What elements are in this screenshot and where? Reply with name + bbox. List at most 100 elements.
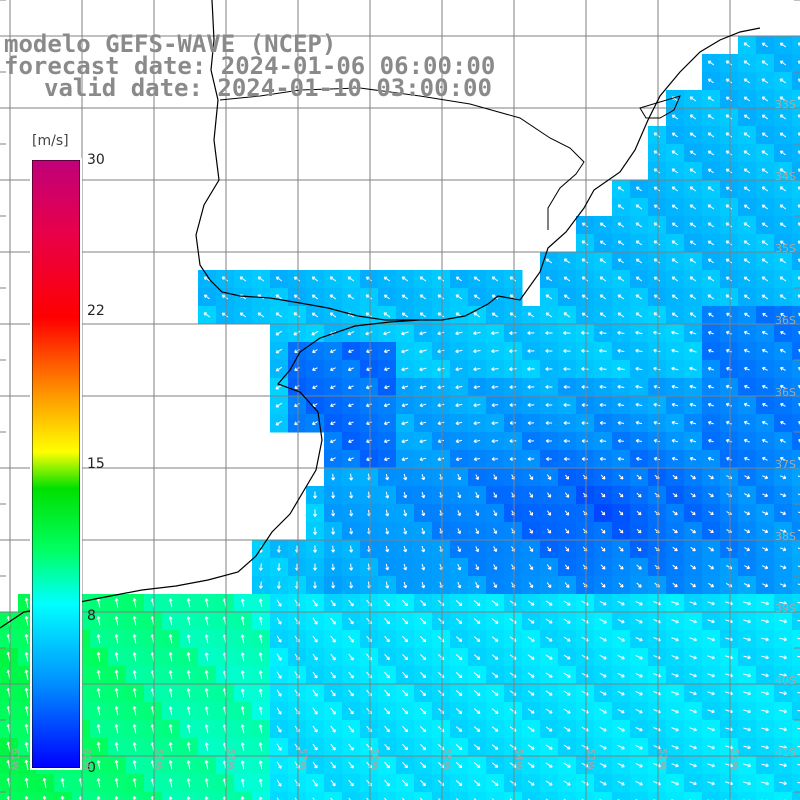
wind-arrow <box>312 385 318 389</box>
wind-arrow <box>564 510 570 516</box>
wind-arrow <box>348 599 354 607</box>
wind-arrow <box>743 258 751 264</box>
wind-cell <box>792 612 800 631</box>
wind-arrow <box>349 545 354 553</box>
wind-arrow <box>708 438 714 443</box>
wind-arrow <box>743 150 751 156</box>
wind-arrow <box>347 294 355 300</box>
wind-arrow <box>743 60 751 66</box>
wind-arrow <box>618 582 624 588</box>
wind-arrow <box>419 725 427 733</box>
wind-arrow <box>743 745 751 750</box>
wind-arrow <box>240 724 245 734</box>
wind-arrow <box>437 439 445 444</box>
wind-arrow <box>384 457 390 462</box>
wind-arrow <box>780 403 786 407</box>
wind-arrow <box>204 688 209 698</box>
wind-arrow <box>349 473 354 481</box>
wind-arrow <box>689 276 697 282</box>
wind-arrow <box>779 456 786 461</box>
wind-arrow <box>725 150 733 156</box>
wind-arrow <box>707 294 715 300</box>
wind-arrow <box>689 168 697 174</box>
wind-arrow <box>689 132 697 138</box>
wind-arrow <box>329 276 337 282</box>
wind-arrow <box>276 743 282 751</box>
lat-label: 40S <box>775 674 796 687</box>
wind-arrow <box>186 706 191 716</box>
wind-cell <box>792 36 800 55</box>
wind-arrow <box>491 654 499 660</box>
wind-arrow <box>331 473 336 481</box>
wind-arrow <box>672 582 678 588</box>
wind-arrow <box>527 654 535 660</box>
colorbar-tick-0: 0 <box>87 760 96 776</box>
wind-arrow <box>348 653 354 661</box>
wind-arrow <box>240 670 245 680</box>
wind-cell <box>792 216 800 235</box>
wind-arrow <box>761 601 770 606</box>
wind-arrow <box>563 600 571 606</box>
wind-arrow <box>186 598 191 608</box>
wind-arrow <box>258 670 263 680</box>
wind-arrow <box>546 474 552 480</box>
wind-arrow <box>421 545 426 553</box>
wind-arrow <box>671 420 679 425</box>
wind-arrow <box>493 510 498 517</box>
wind-arrow <box>617 366 625 371</box>
wind-arrow <box>599 690 607 696</box>
wind-arrow <box>599 240 606 246</box>
wind-arrow <box>564 492 570 498</box>
wind-arrow <box>204 760 209 770</box>
wind-arrow <box>563 672 571 678</box>
wind-arrow <box>797 745 800 748</box>
wind-arrow <box>671 673 679 678</box>
wind-arrow <box>347 385 354 390</box>
wind-arrow <box>312 725 318 733</box>
wind-arrow <box>761 655 769 660</box>
wind-arrow <box>60 778 65 788</box>
wind-arrow <box>527 636 535 642</box>
wind-arrow <box>672 546 678 552</box>
wind-arrow <box>743 96 751 102</box>
wind-arrow <box>744 565 751 570</box>
wind-arrow <box>600 546 606 552</box>
wind-cell <box>792 486 800 505</box>
wind-arrow <box>186 796 191 800</box>
wind-cell <box>414 792 433 800</box>
wind-arrow <box>689 619 697 624</box>
wind-arrow <box>402 653 408 661</box>
lon-label: 52W <box>657 748 668 771</box>
wind-arrow <box>384 743 390 751</box>
wind-arrow <box>491 690 499 696</box>
wind-arrow <box>743 348 750 353</box>
wind-arrow <box>600 528 606 534</box>
wind-arrow <box>473 367 481 372</box>
wind-arrow <box>473 618 481 624</box>
wind-cell <box>324 792 343 800</box>
wind-arrow <box>132 652 137 662</box>
wind-arrow <box>293 276 301 282</box>
wind-arrow <box>689 655 697 660</box>
wind-arrow <box>563 366 571 372</box>
wind-cell <box>792 126 800 145</box>
wind-arrow <box>347 403 354 407</box>
wind-arrow <box>653 150 661 156</box>
wind-arrow <box>420 600 426 607</box>
wind-arrow <box>330 797 333 800</box>
wind-arrow <box>491 672 499 678</box>
wind-arrow <box>331 509 336 517</box>
wind-arrow <box>473 708 481 714</box>
wind-arrow <box>240 706 245 716</box>
lat-label: 33S <box>775 98 796 111</box>
wind-arrow <box>419 403 427 408</box>
wind-arrow <box>311 312 319 318</box>
wind-arrow <box>617 294 625 300</box>
wind-arrow <box>617 600 625 606</box>
wind-cell <box>468 792 487 800</box>
wind-arrow <box>509 349 517 354</box>
wind-arrow <box>636 564 642 570</box>
wind-arrow <box>457 492 462 499</box>
wind-arrow <box>743 781 752 786</box>
wind-arrow <box>455 636 463 642</box>
